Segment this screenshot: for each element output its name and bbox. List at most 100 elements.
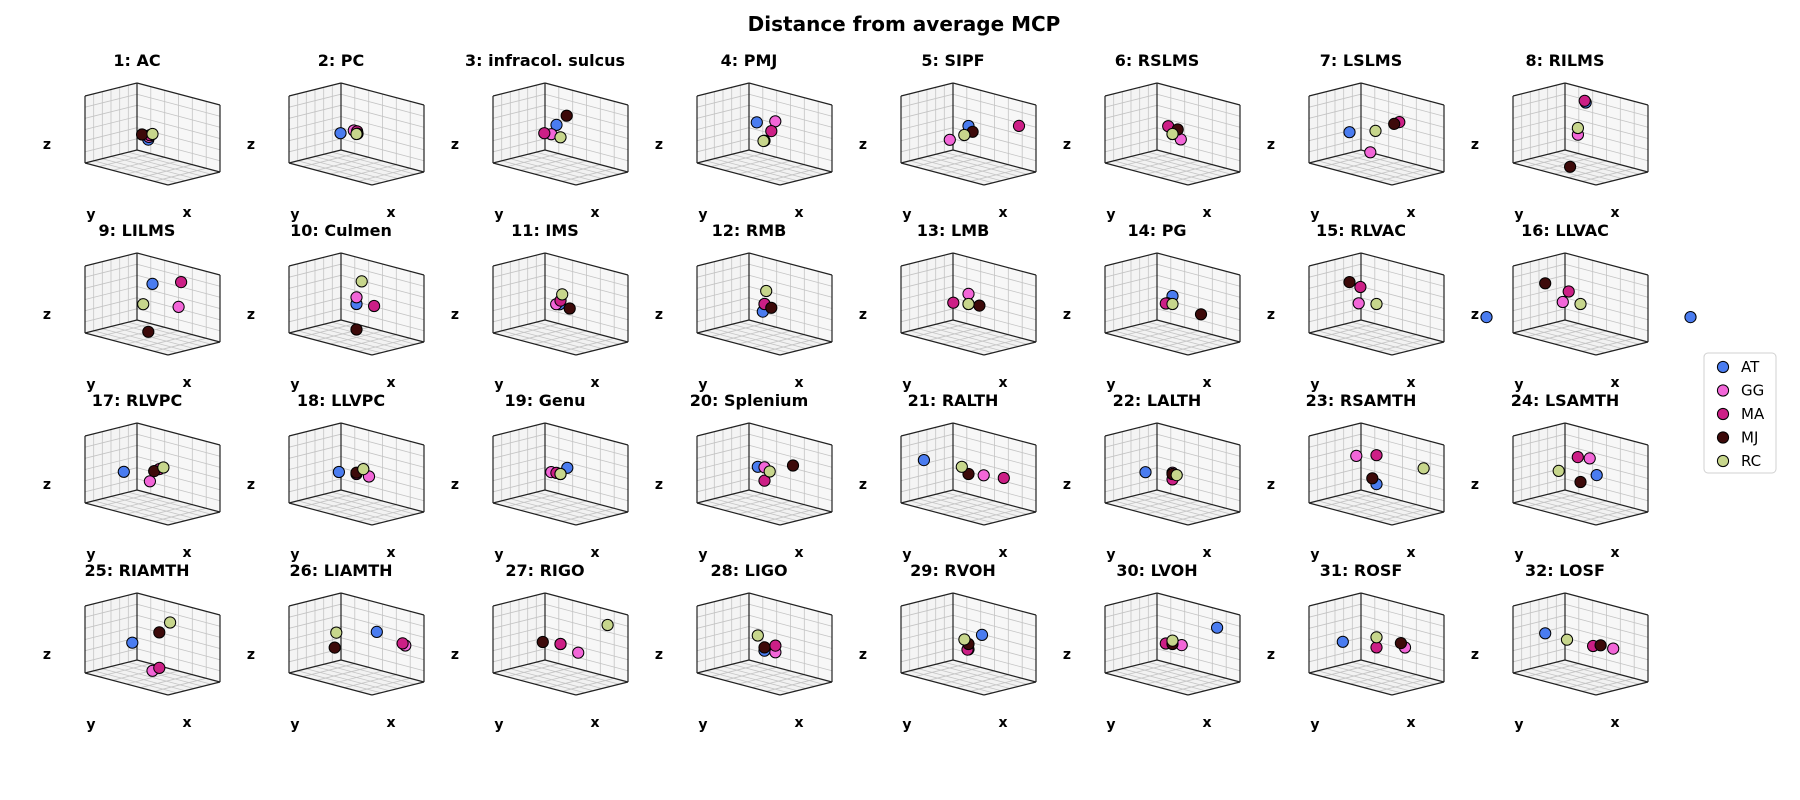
- axis-edge: [1104, 502, 1189, 526]
- axis-edge: [288, 162, 373, 186]
- axis-edge: [288, 502, 373, 526]
- axis-label-x: x: [1406, 375, 1415, 391]
- gridline: [1360, 93, 1445, 117]
- data-point: [1166, 127, 1179, 141]
- axis-edge: [1360, 319, 1445, 343]
- axis-label-x: x: [998, 375, 1007, 391]
- gridline: [748, 263, 833, 287]
- panel: 22: LALTH z y x: [1063, 391, 1241, 563]
- gridline: [1113, 330, 1197, 354]
- data-point: [1352, 297, 1365, 310]
- gridline: [340, 263, 425, 287]
- data-point: [962, 287, 975, 300]
- data-point: [1564, 160, 1577, 173]
- data-point: [943, 133, 956, 146]
- axis-edge: [167, 681, 221, 696]
- axis-label-y: y: [1514, 547, 1523, 563]
- gridline: [297, 670, 381, 694]
- panel-title: 17: RLVPC: [92, 391, 182, 410]
- axis-edge: [1187, 341, 1241, 356]
- axis-edge: [952, 319, 1037, 343]
- data-point: [563, 302, 576, 315]
- axis-label-y: y: [1514, 377, 1523, 393]
- axis-label-z: z: [655, 137, 663, 153]
- data-point: [1574, 475, 1587, 489]
- axis-edge: [1595, 171, 1649, 186]
- panel: 21: RALTH z y x: [859, 391, 1037, 563]
- axis-label-y: y: [902, 207, 911, 223]
- axis-edge: [1512, 252, 1566, 267]
- panel-title: 13: LMB: [917, 221, 990, 240]
- data-point: [550, 118, 563, 132]
- panel: 28: LIGO z y x: [655, 561, 833, 733]
- axis-label-x: x: [1202, 545, 1211, 561]
- data-point: [1480, 311, 1493, 324]
- panel-title: 21: RALTH: [908, 391, 999, 410]
- axis-edge: [371, 681, 425, 696]
- panel: 4: PMJ z y x: [655, 51, 833, 223]
- data-point: [1562, 285, 1575, 298]
- data-point: [1354, 280, 1367, 294]
- axis-label-x: x: [1406, 205, 1415, 221]
- gridline: [1360, 263, 1445, 287]
- data-point: [765, 301, 778, 314]
- axis-edge: [983, 171, 1037, 186]
- data-point: [554, 467, 567, 481]
- axis-edge: [748, 319, 833, 343]
- gridline: [1113, 500, 1197, 524]
- data-point: [958, 128, 971, 142]
- gridline: [705, 670, 789, 694]
- gridline: [1521, 160, 1605, 184]
- axis-edge: [84, 319, 138, 334]
- gridline: [1156, 433, 1241, 457]
- data-point: [955, 460, 968, 473]
- axis-edge: [1564, 659, 1649, 683]
- axis-label-x: x: [794, 715, 803, 731]
- axis-edge: [1104, 592, 1158, 607]
- gridline: [1512, 93, 1566, 108]
- data-point: [396, 637, 409, 650]
- panel: 9: LILMS z y x: [43, 221, 221, 393]
- axis-label-y: y: [698, 377, 707, 393]
- axis-label-y: y: [494, 717, 503, 733]
- legend-label: MJ: [1741, 429, 1758, 447]
- panel-title: 8: RILMS: [1525, 51, 1604, 70]
- axis-edge: [288, 252, 342, 267]
- data-point: [1560, 633, 1574, 646]
- axis-edge: [492, 252, 546, 267]
- axis-label-x: x: [794, 375, 803, 391]
- gridline: [84, 263, 138, 278]
- axis-label-x: x: [182, 375, 191, 391]
- axis-edge: [492, 489, 546, 504]
- gridline: [748, 603, 833, 627]
- axis-edge: [1595, 341, 1649, 356]
- gridline: [1317, 160, 1401, 184]
- data-point: [328, 641, 341, 654]
- figure-title: Distance from average MCP: [748, 12, 1061, 36]
- axis-edge: [1391, 341, 1445, 356]
- data-point: [172, 300, 185, 313]
- data-point: [1166, 634, 1179, 647]
- data-point: [1370, 631, 1383, 644]
- gridline: [1104, 93, 1158, 108]
- gridline: [1564, 263, 1649, 287]
- axis-edge: [167, 171, 221, 186]
- panel: 24: LSAMTH z y x: [1471, 391, 1649, 563]
- data-point: [1571, 121, 1585, 135]
- panel: 13: LMB z y x: [859, 221, 1037, 393]
- axis-label-y: y: [86, 717, 95, 733]
- data-point: [536, 635, 549, 649]
- axis-edge: [1360, 659, 1445, 683]
- axis-edge: [492, 319, 546, 334]
- gridline: [952, 433, 1037, 457]
- data-point: [1607, 642, 1620, 655]
- axis-label-x: x: [590, 545, 599, 561]
- data-point: [538, 127, 551, 140]
- axis-edge: [1308, 82, 1362, 97]
- data-point: [997, 471, 1010, 485]
- axis-edge: [952, 82, 1037, 106]
- axis-edge: [1512, 502, 1597, 526]
- gridline: [136, 93, 221, 117]
- data-point: [1336, 635, 1349, 648]
